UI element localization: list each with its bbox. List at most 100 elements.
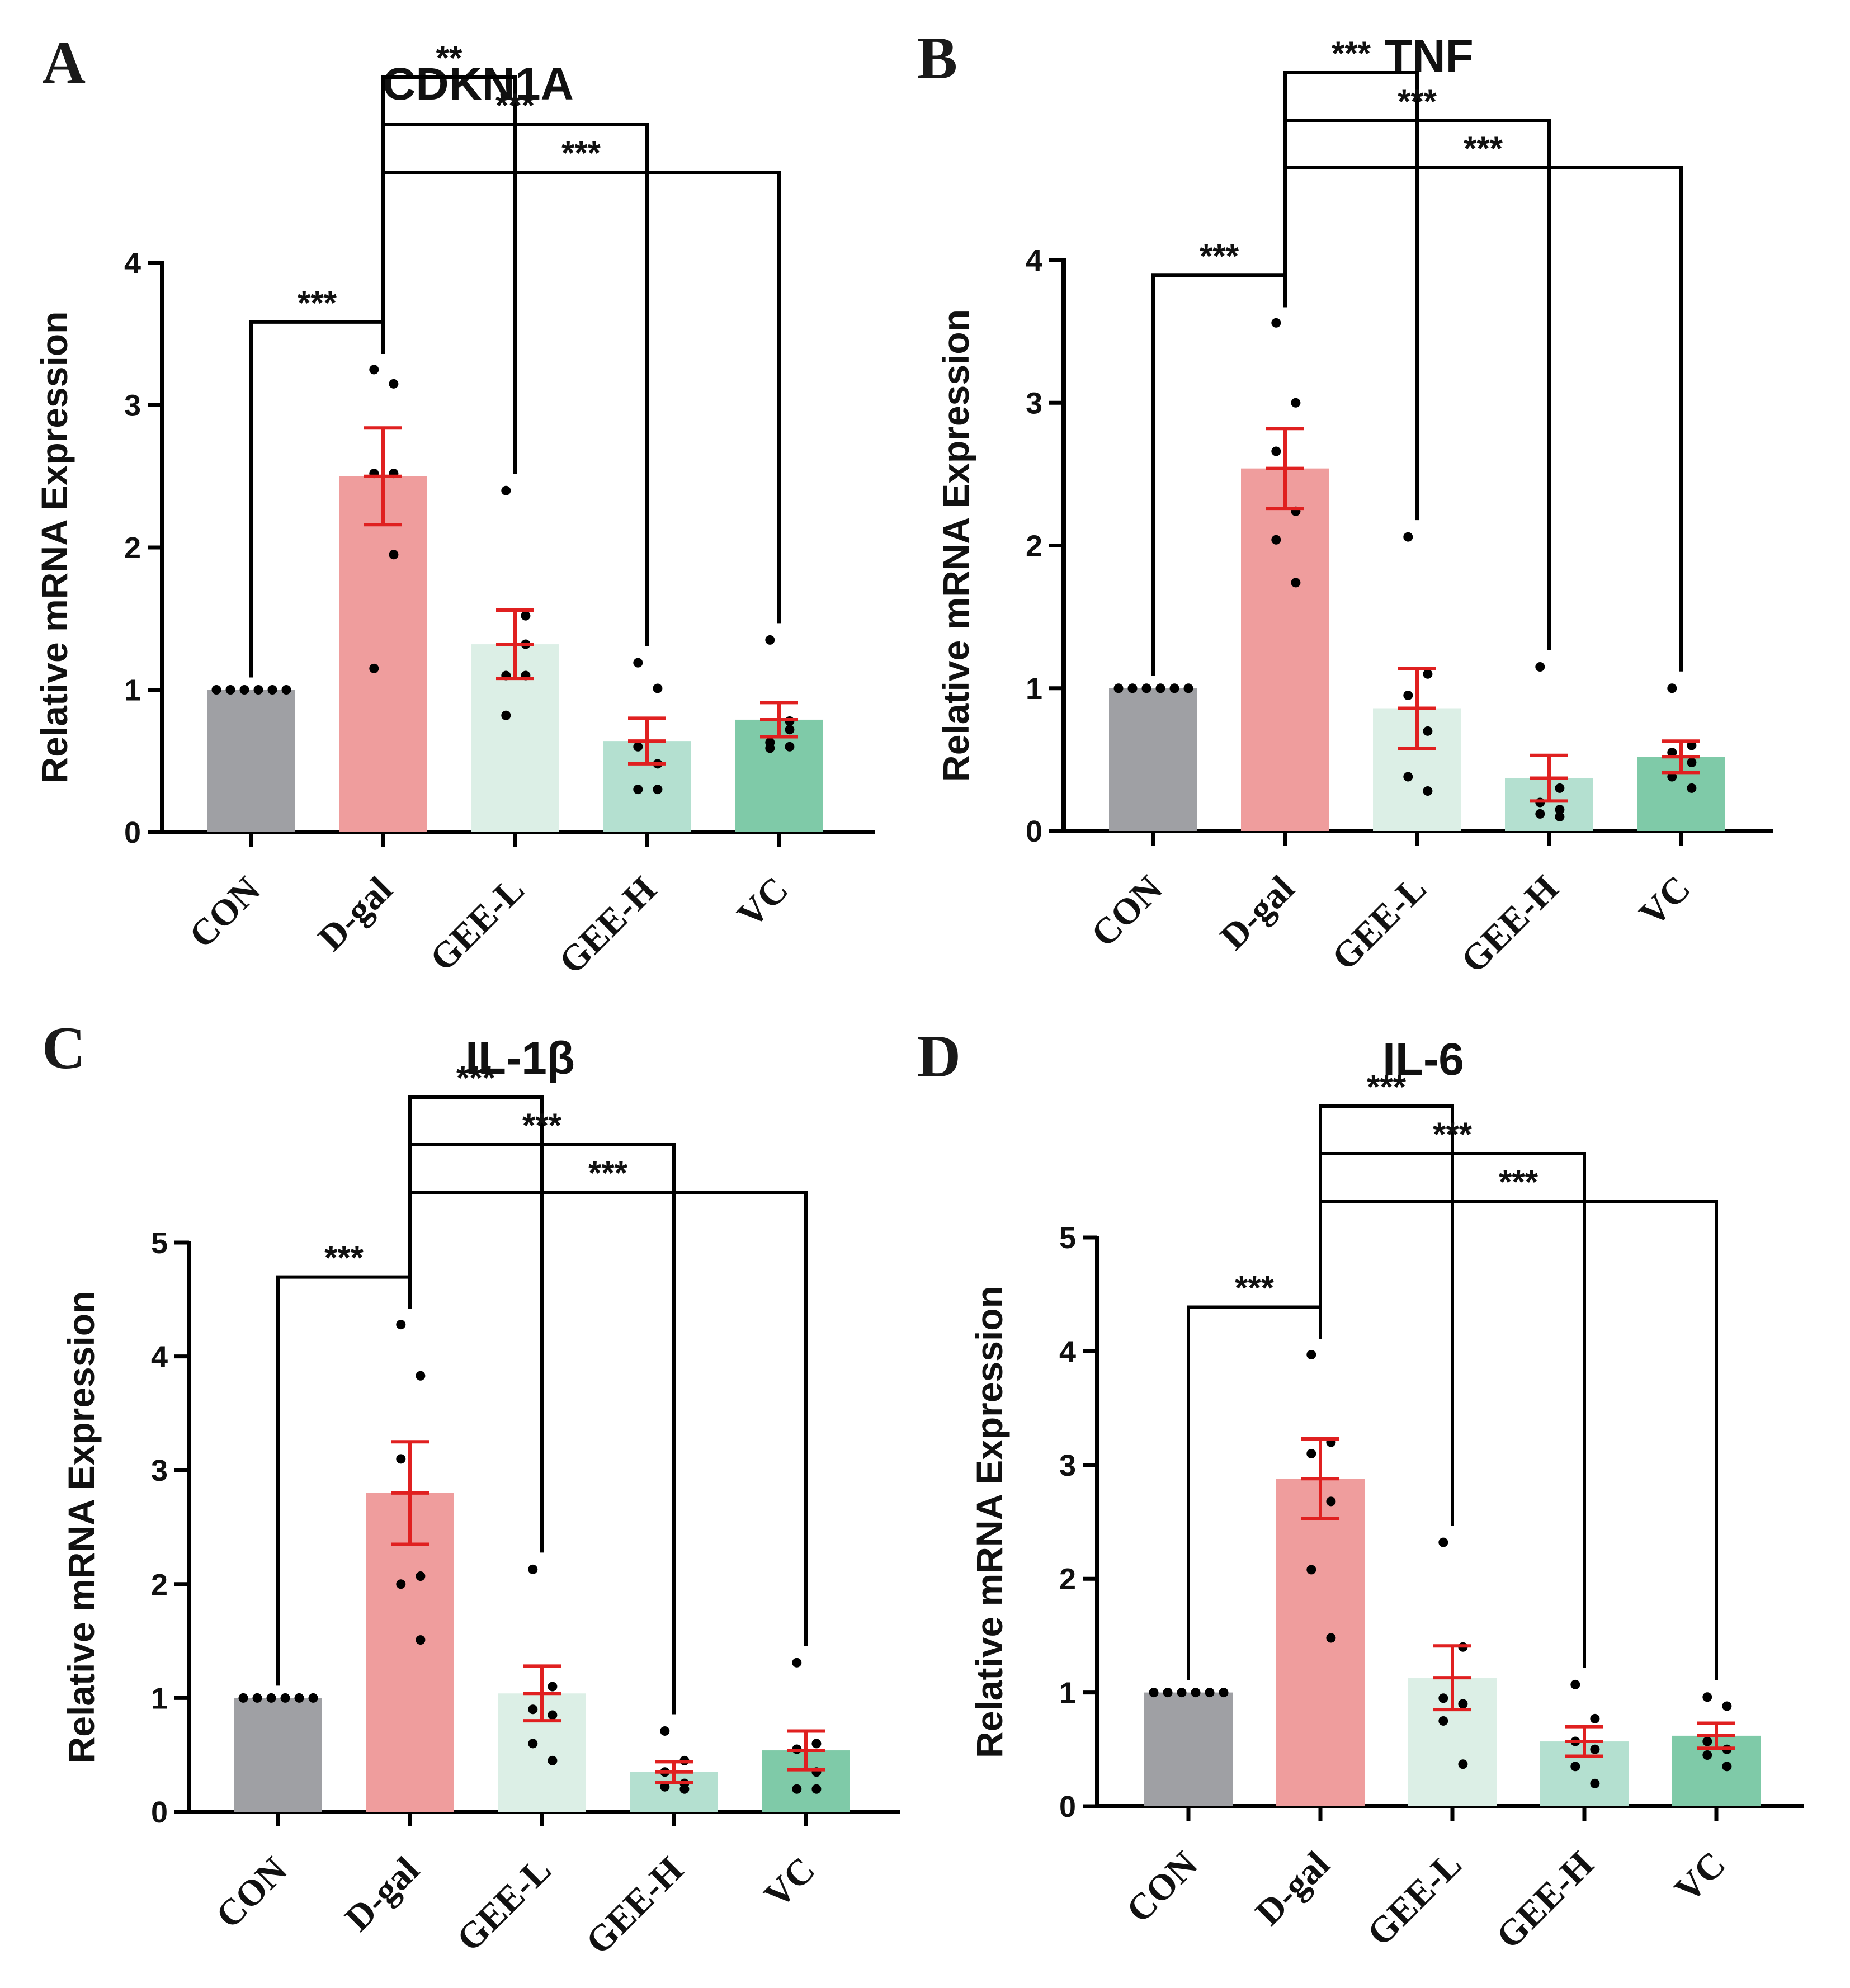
y-tick-label: 3 <box>1059 1449 1076 1482</box>
data-point <box>1590 1713 1600 1723</box>
data-point <box>266 1693 276 1703</box>
x-tick-label: VC <box>757 1849 823 1916</box>
y-tick-label: 3 <box>1026 386 1042 420</box>
y-tick-label: 1 <box>151 1682 168 1715</box>
data-point <box>1271 318 1281 328</box>
y-tick-label: 2 <box>124 531 141 565</box>
y-tick-label: 1 <box>1026 672 1042 706</box>
data-point <box>1555 783 1565 793</box>
data-point <box>396 1320 406 1330</box>
x-tick-label: VC <box>1667 1844 1734 1910</box>
y-tick-label: 4 <box>1026 244 1042 277</box>
x-tick-label: GEE-H <box>551 869 664 982</box>
chart-panel-c: C IL-1β Relative mRNA Expression 0 1 2 3 4 5 CON D… <box>42 1015 900 1962</box>
data-point <box>1205 1688 1215 1698</box>
data-point <box>294 1693 304 1703</box>
panel-letter: D <box>917 1023 961 1090</box>
data-point <box>1423 669 1433 679</box>
y-axis-label: Relative mRNA Expression <box>969 1286 1010 1758</box>
y-tick-label: 3 <box>124 389 141 423</box>
y-tick-label: 4 <box>1059 1335 1076 1368</box>
x-tick-label: D-gal <box>337 1849 427 1939</box>
data-point <box>416 1371 426 1381</box>
data-point <box>281 685 291 695</box>
x-tick-label: CON <box>1119 1844 1205 1930</box>
x-tick-label: D-gal <box>1248 1844 1338 1934</box>
data-point <box>653 785 663 795</box>
data-point <box>548 1682 558 1692</box>
x-tick-label: GEE-H <box>1489 1844 1602 1957</box>
data-point <box>633 658 643 668</box>
data-point <box>528 1564 538 1574</box>
sig-label: *** <box>298 284 337 322</box>
data-point <box>679 1784 690 1794</box>
data-point <box>1403 532 1413 542</box>
data-point <box>1403 691 1413 701</box>
data-point <box>1291 578 1301 588</box>
data-point <box>1438 1693 1448 1703</box>
x-tick-label: D-gal <box>310 869 400 959</box>
data-point <box>389 379 399 389</box>
x-tick-label: GEE-L <box>1360 1844 1470 1954</box>
sig-bracket <box>408 1095 544 1553</box>
data-point <box>1291 398 1301 408</box>
x-tick-label: GEE-L <box>422 869 532 979</box>
sig-label: *** <box>1499 1163 1538 1201</box>
sig-bracket <box>381 171 781 624</box>
data-point <box>1306 1565 1316 1575</box>
data-point <box>1127 683 1138 693</box>
x-tick-label: CON <box>1083 868 1170 955</box>
data-point <box>660 1726 670 1736</box>
data-point <box>1306 1350 1316 1360</box>
data-point <box>1722 1701 1732 1711</box>
data-point <box>521 611 531 621</box>
sig-label: ** <box>436 39 463 77</box>
y-tick-label: 3 <box>151 1454 168 1488</box>
sig-label: *** <box>1464 130 1503 167</box>
data-point <box>1590 1778 1600 1788</box>
bar-d-gal <box>1241 468 1329 831</box>
data-point <box>369 663 379 673</box>
data-point <box>1423 726 1433 736</box>
data-point <box>811 1739 822 1749</box>
data-point <box>528 1704 538 1715</box>
data-point <box>1219 1688 1229 1698</box>
data-point <box>811 1784 822 1794</box>
data-point <box>389 550 399 560</box>
data-point <box>396 1579 406 1589</box>
sig-label: *** <box>588 1154 628 1192</box>
sig-label: *** <box>1332 35 1371 72</box>
data-point <box>1438 1716 1448 1726</box>
data-point <box>1177 1688 1187 1698</box>
data-point <box>548 1710 558 1720</box>
chart-panel-d: D IL-6 Relative mRNA Expression 0 1 2 3 4 5 CON D-… <box>917 1023 1804 1957</box>
data-point <box>1326 1633 1336 1643</box>
data-point <box>1570 1762 1580 1772</box>
data-point <box>369 365 379 375</box>
data-point <box>1687 740 1697 750</box>
data-point <box>501 710 511 720</box>
bar-con <box>207 690 295 832</box>
data-point <box>1702 1750 1712 1760</box>
data-point <box>416 1571 426 1581</box>
y-tick-label: 2 <box>1026 530 1042 563</box>
bar-con <box>1144 1692 1233 1806</box>
x-tick-label: GEE-H <box>1453 868 1566 981</box>
data-point <box>1403 772 1413 782</box>
data-point <box>1667 683 1677 693</box>
panel-letter: A <box>42 30 86 96</box>
data-point <box>548 1755 558 1765</box>
x-tick-label: CON <box>208 1849 295 1936</box>
y-tick-label: 0 <box>124 816 141 849</box>
y-axis-label: Relative mRNA Expression <box>34 311 75 784</box>
data-point <box>1702 1692 1712 1702</box>
y-tick-label: 5 <box>1059 1221 1076 1255</box>
sig-bracket <box>1283 71 1419 521</box>
y-tick-label: 0 <box>1059 1790 1076 1824</box>
y-tick-label: 4 <box>151 1340 168 1374</box>
data-point <box>1306 1448 1316 1458</box>
data-point <box>785 725 795 735</box>
data-point <box>765 743 775 753</box>
data-point <box>1169 683 1179 693</box>
